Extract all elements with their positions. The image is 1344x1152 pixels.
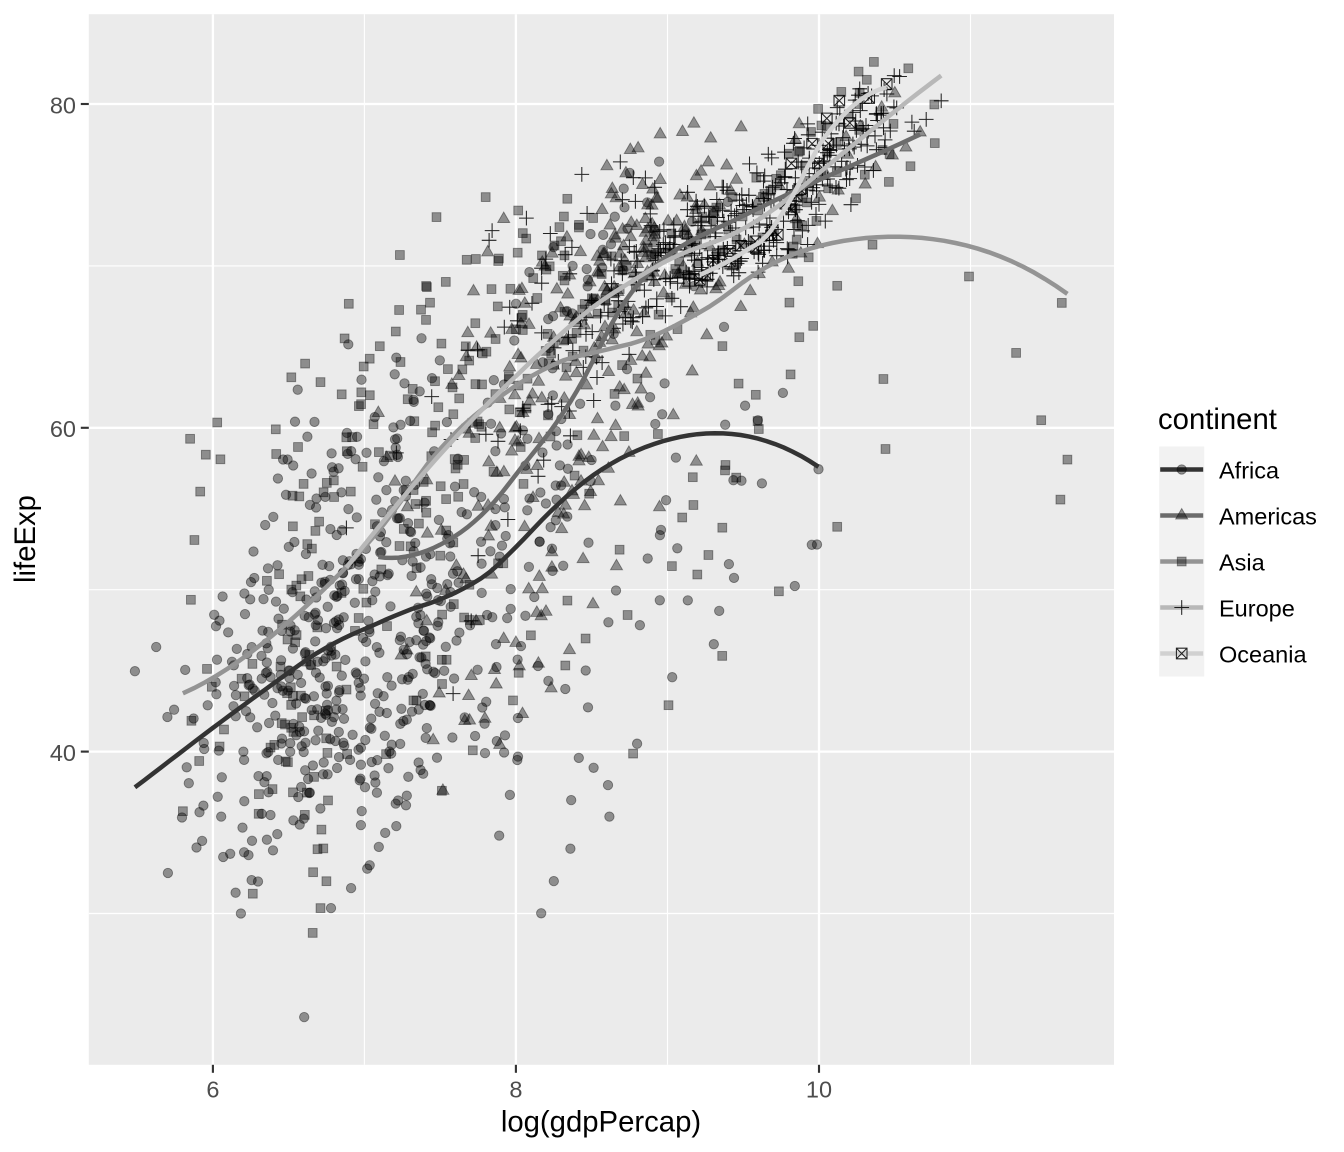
- svg-text:Americas: Americas: [1219, 504, 1317, 530]
- svg-text:Europe: Europe: [1219, 596, 1295, 622]
- svg-text:10: 10: [806, 1077, 832, 1103]
- svg-text:80: 80: [50, 92, 76, 118]
- svg-text:continent: continent: [1158, 403, 1277, 436]
- svg-text:log(gdpPercap): log(gdpPercap): [501, 1106, 701, 1139]
- svg-text:40: 40: [50, 740, 76, 766]
- svg-text:Oceania: Oceania: [1219, 642, 1307, 668]
- svg-text:Africa: Africa: [1219, 458, 1280, 484]
- svg-text:8: 8: [509, 1077, 522, 1103]
- svg-text:6: 6: [206, 1077, 219, 1103]
- svg-text:lifeExp: lifeExp: [9, 495, 42, 583]
- svg-text:60: 60: [50, 416, 76, 442]
- svg-text:Asia: Asia: [1219, 550, 1266, 576]
